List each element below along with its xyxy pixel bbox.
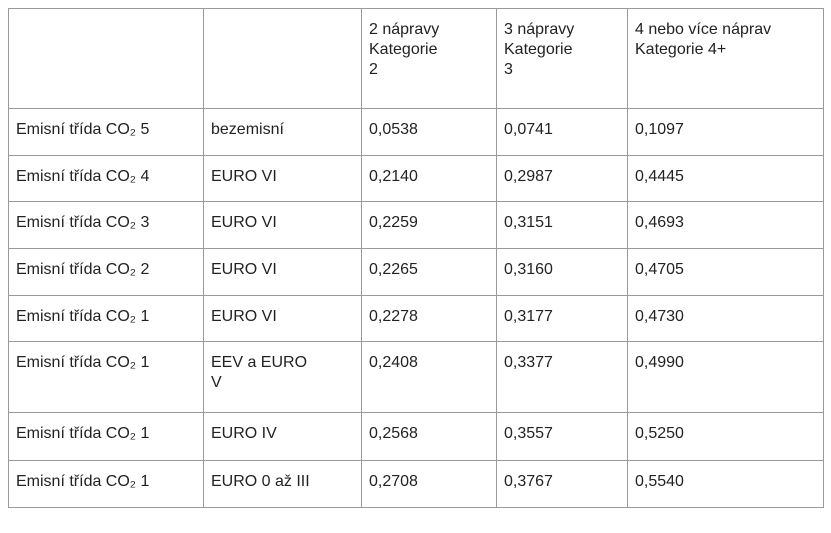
table-cell: 0,3151	[496, 201, 628, 249]
table-cell: 0,1097	[627, 108, 824, 156]
table-cell: 0,2708	[361, 460, 497, 508]
table-cell: 0,4693	[627, 201, 824, 249]
page: 2 nápravy Kategorie 2 3 nápravy Kategorie 3 4 …	[8, 8, 824, 508]
table-cell: 0,2568	[361, 412, 497, 461]
cell-line: 3 nápravy	[504, 21, 575, 38]
table-cell: Emisní třída CO₂ 1	[8, 341, 204, 413]
table-cell: 0,0741	[496, 108, 628, 156]
table-row: Emisní třída CO₂ 1 EURO VI 0,2278 0,3177 0,4…	[8, 295, 824, 342]
table-cell: 0,3377	[496, 341, 628, 413]
cell-line: 2 nápravy	[369, 21, 440, 38]
table-row: Emisní třída CO₂ 5 bezemisní 0,0538 0,0741 0…	[8, 108, 824, 156]
table-cell: Emisní třída CO₂ 1	[8, 460, 204, 508]
table-cell: 0,4730	[627, 295, 824, 342]
cell-line: Kategorie 4+	[635, 41, 727, 58]
table-cell: 0,2259	[361, 201, 497, 249]
table-cell: 0,2987	[496, 155, 628, 202]
table-body: 2 nápravy Kategorie 2 3 nápravy Kategorie 3 4 …	[8, 8, 824, 508]
table-cell: 0,5540	[627, 460, 824, 508]
table-cell: 0,3767	[496, 460, 628, 508]
cell-line: Kategorie	[504, 41, 573, 58]
table-cell: Emisní třída CO₂ 1	[8, 295, 204, 342]
header-cell	[203, 8, 362, 109]
table-cell: Emisní třída CO₂ 5	[8, 108, 204, 156]
table-cell: Emisní třída CO₂ 3	[8, 201, 204, 249]
table: 2 nápravy Kategorie 2 3 nápravy Kategorie 3 4 …	[8, 8, 824, 508]
table-cell: 0,2408	[361, 341, 497, 413]
table-cell: 0,2265	[361, 248, 497, 296]
cell-line: V	[211, 374, 222, 391]
table-row: Emisní třída CO₂ 1 EURO 0 až III 0,2708 0,3…	[8, 460, 824, 508]
cell-line: 3	[504, 61, 513, 78]
table-row: Emisní třída CO₂ 1 EURO IV 0,2568 0,3557 0,5…	[8, 412, 824, 461]
table-cell: 0,2140	[361, 155, 497, 202]
header-row: 2 nápravy Kategorie 2 3 nápravy Kategorie 3 4 …	[8, 8, 824, 109]
table-cell: EURO VI	[203, 295, 362, 342]
table-cell: EURO IV	[203, 412, 362, 461]
cell-line: EEV a EURO	[211, 354, 308, 371]
table-cell: 0,2278	[361, 295, 497, 342]
table-cell: EURO VI	[203, 155, 362, 202]
table-cell: Emisní třída CO₂ 4	[8, 155, 204, 202]
table-row: Emisní třída CO₂ 1 EEV a EURO V 0,2408 0,337…	[8, 341, 824, 413]
table-cell: EEV a EURO V	[203, 341, 362, 413]
table-cell: 0,3557	[496, 412, 628, 461]
table-cell: Emisní třída CO₂ 1	[8, 412, 204, 461]
table-cell: 0,3160	[496, 248, 628, 296]
table-cell: EURO VI	[203, 201, 362, 249]
table-cell: EURO VI	[203, 248, 362, 296]
header-cell: 3 nápravy Kategorie 3	[496, 8, 628, 109]
table-cell: 0,4990	[627, 341, 824, 413]
cell-line: 2	[369, 61, 378, 78]
cell-line: 4 nebo více náprav	[635, 21, 772, 38]
header-cell	[8, 8, 204, 109]
header-cell: 2 nápravy Kategorie 2	[361, 8, 497, 109]
header-cell: 4 nebo více náprav Kategorie 4+	[627, 8, 824, 109]
table-cell: Emisní třída CO₂ 2	[8, 248, 204, 296]
table-row: Emisní třída CO₂ 3 EURO VI 0,2259 0,3151 0,4…	[8, 201, 824, 249]
table-cell: 0,0538	[361, 108, 497, 156]
table-cell: 0,3177	[496, 295, 628, 342]
table-row: Emisní třída CO₂ 2 EURO VI 0,2265 0,3160 0,4…	[8, 248, 824, 296]
table-cell: EURO 0 až III	[203, 460, 362, 508]
table-cell: 0,4445	[627, 155, 824, 202]
table-cell: 0,4705	[627, 248, 824, 296]
cell-line: Kategorie	[369, 41, 438, 58]
table-row: Emisní třída CO₂ 4 EURO VI 0,2140 0,2987 0,4…	[8, 155, 824, 202]
table-cell: 0,5250	[627, 412, 824, 461]
table-cell: bezemisní	[203, 108, 362, 156]
